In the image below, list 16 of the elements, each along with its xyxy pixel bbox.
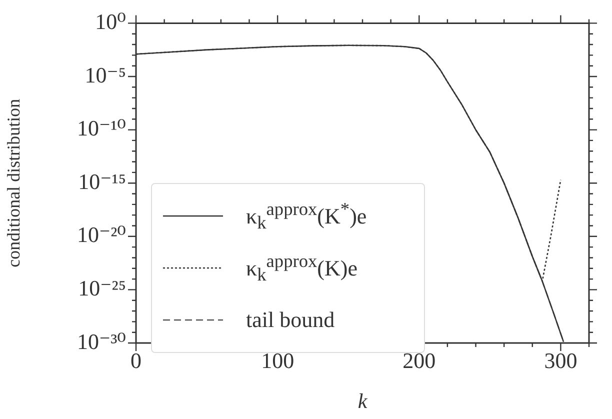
x-tick-label: 100 (261, 348, 294, 373)
x-tick-label: 300 (544, 348, 578, 373)
y-tick-label: 10⁻²⁰ (76, 222, 126, 248)
legend-label: κ$_{k}$$^{approx}$(K$^{*}$)e (246, 198, 367, 234)
y-tick-label: 10⁻⁵ (84, 62, 126, 88)
x-tick-label: 200 (402, 348, 436, 373)
x-axis-title: k (358, 388, 368, 413)
y-axis-title: conditional distribution (4, 98, 24, 268)
legend-label: tail bound (246, 307, 335, 333)
x-tick-label: 0 (130, 348, 142, 373)
y-tick-label: 10⁻¹⁰ (76, 116, 126, 141)
y-tick-label: 10⁻¹⁵ (78, 168, 126, 194)
y-tick-label: 10⁻²⁵ (78, 275, 126, 300)
y-tick-label: 10⁰ (95, 8, 126, 34)
y-tick-label: 10⁻³⁰ (76, 328, 126, 354)
legend-label: κ$_{k}$$^{approx}$(K)e (246, 250, 358, 286)
